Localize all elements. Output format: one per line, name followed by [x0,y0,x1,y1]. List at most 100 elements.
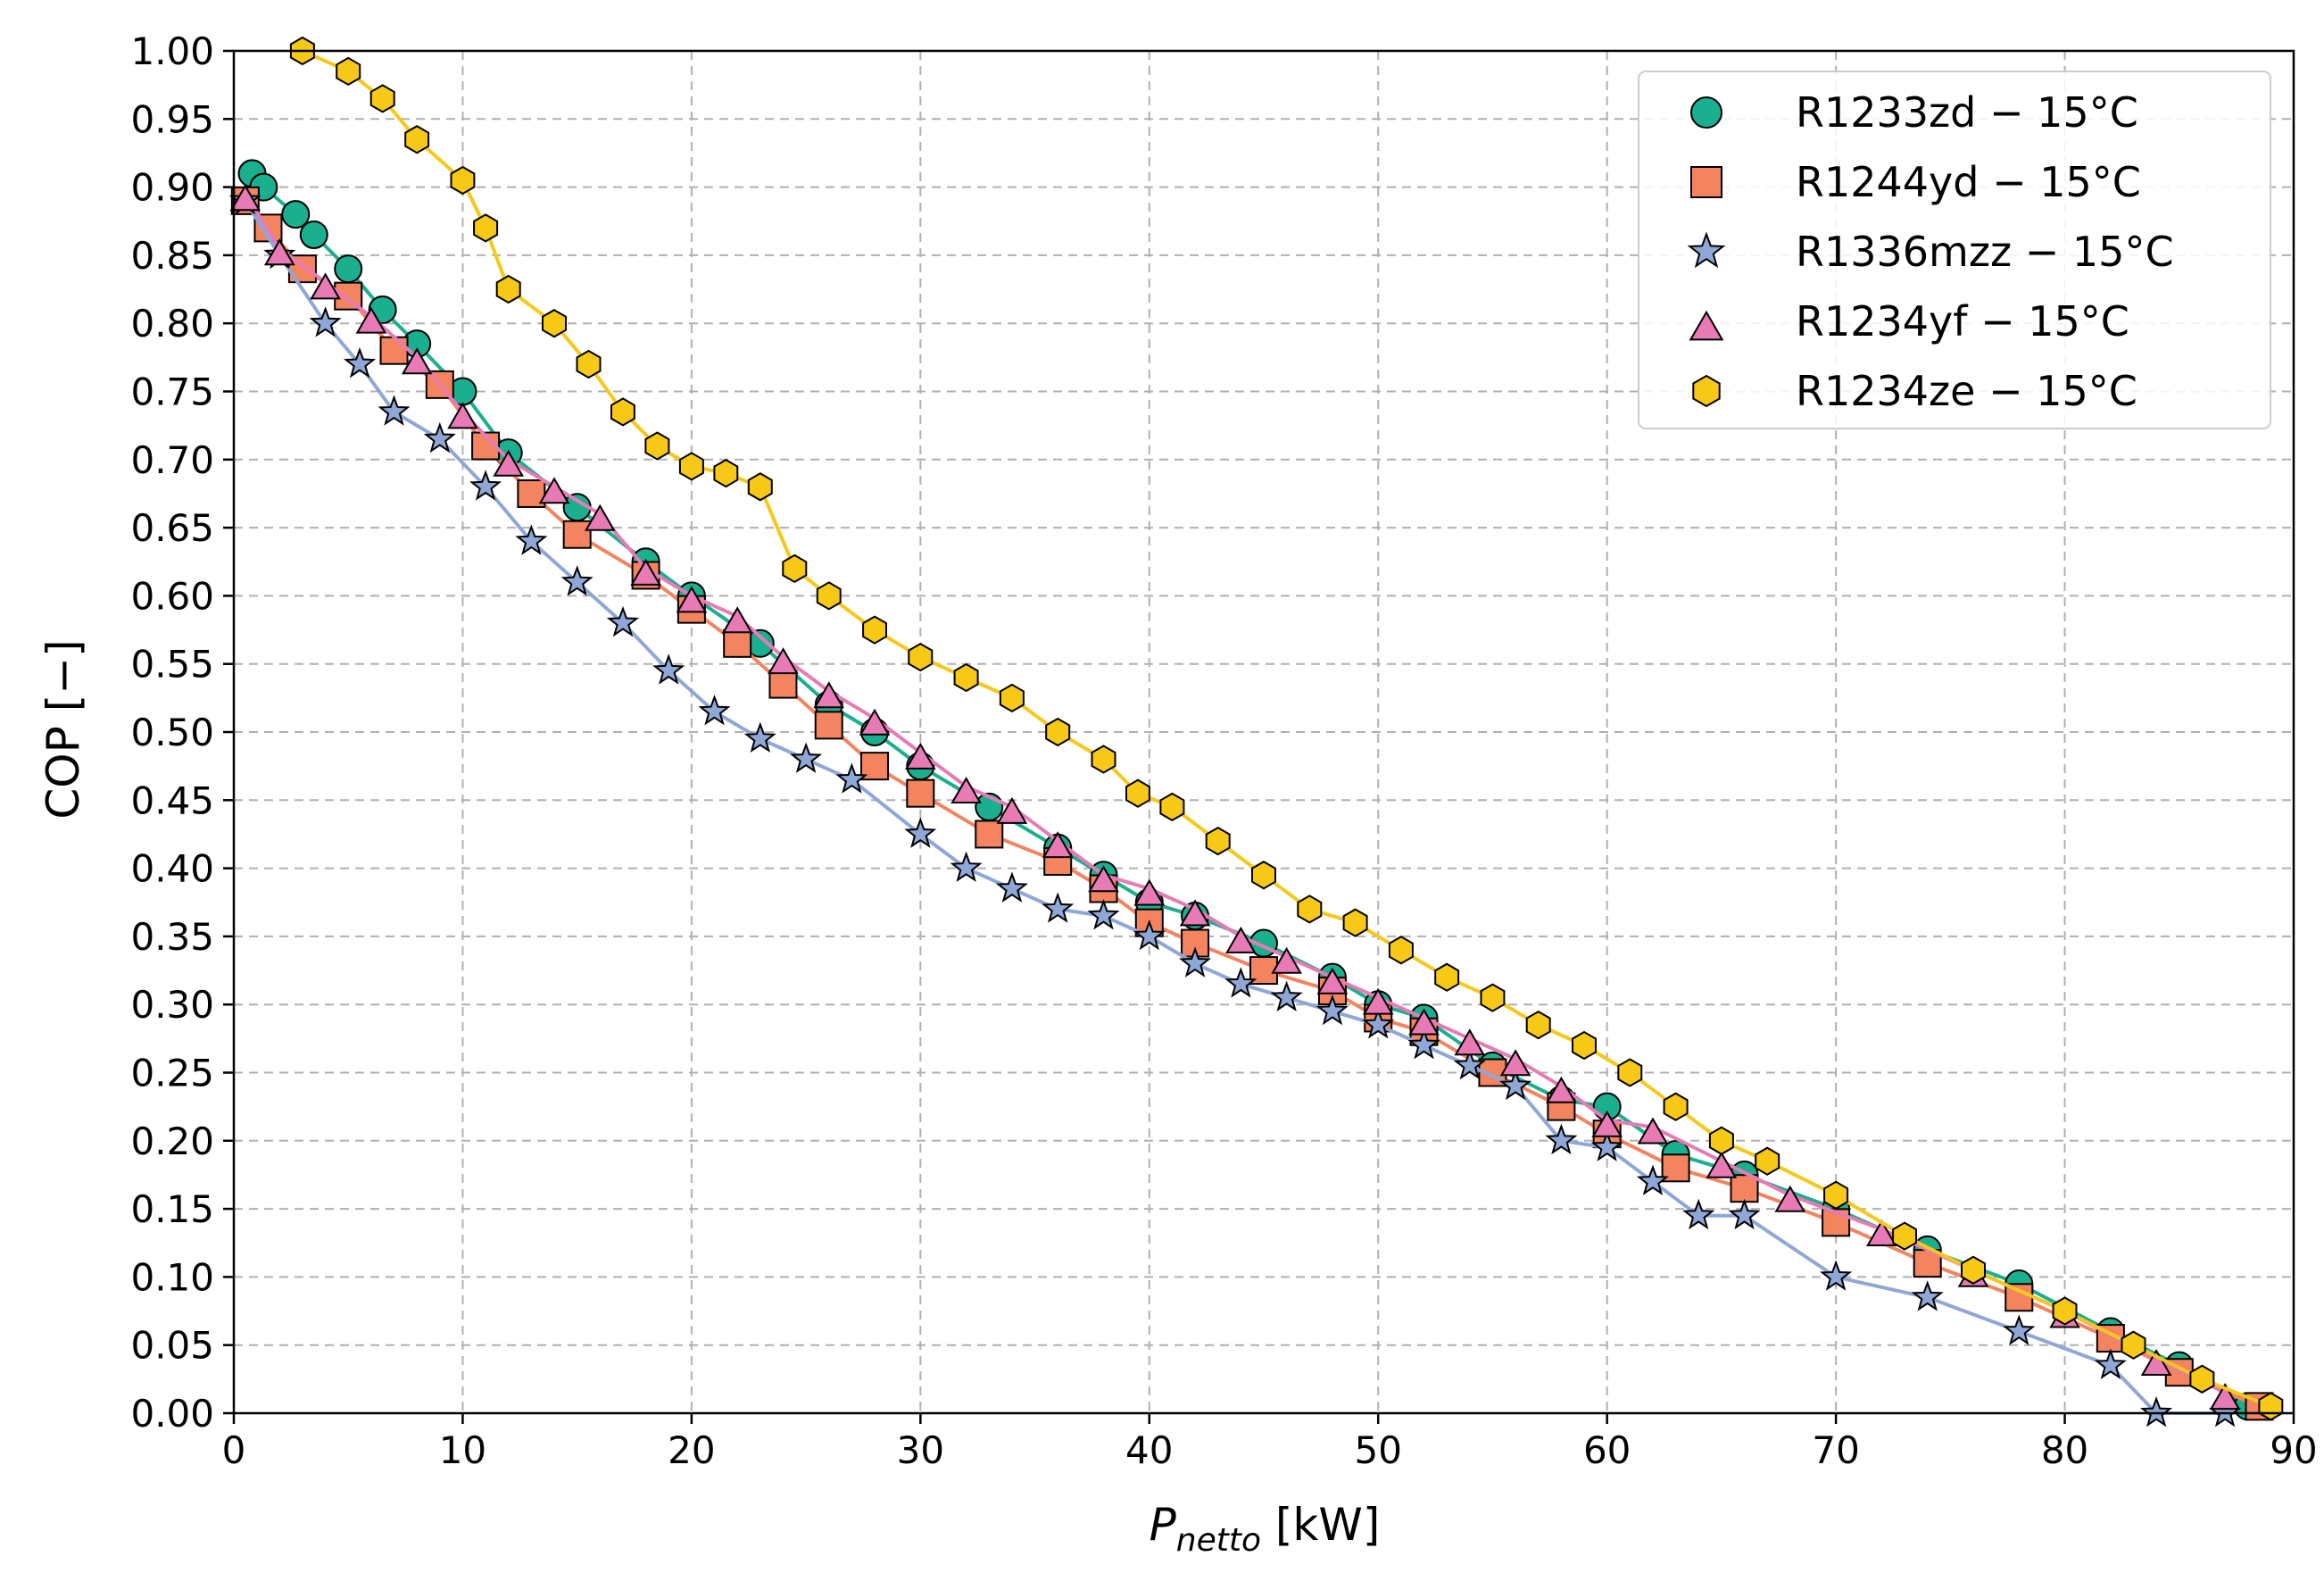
data-point [1045,717,1071,747]
data-point [1636,1164,1670,1195]
data-point [309,306,342,337]
data-point [904,742,936,770]
y-axis-label: COP [−] [37,639,89,819]
x-tick-label: 80 [2041,1428,2088,1472]
data-point [768,670,798,699]
data-point [423,421,456,454]
data-point [1408,1008,1440,1036]
data-point [2189,1364,2215,1394]
data-point [2052,1296,2078,1326]
y-tick-label: 0.65 [130,506,214,550]
data-point [2209,1383,2241,1411]
legend-label: R1233zd − 15°C [1796,88,2138,137]
data-point [1682,1198,1715,1230]
x-tick-label: 70 [1812,1428,1859,1472]
data-point [2140,1396,2173,1427]
data-point [1225,926,1257,953]
x-tick-label: 10 [439,1428,486,1472]
data-point [862,615,887,645]
x-axis-label-main: P [1150,1499,1177,1551]
legend-marker [1690,96,1722,129]
series-1 [237,159,2262,1421]
data-point [908,642,934,672]
data-point [336,56,361,87]
series-line [244,199,2226,1415]
data-point [1728,1198,1761,1230]
data-point [450,165,476,196]
data-point [610,397,635,427]
data-point [835,762,868,794]
data-point [1525,1010,1551,1040]
data-point [1224,967,1257,998]
data-point [906,778,935,808]
series-5 [289,36,2284,1421]
data-point [1708,1126,1734,1155]
data-point [996,796,1028,824]
data-point [447,402,478,429]
data-point [334,281,363,311]
data-point [1499,1049,1531,1077]
data-point [813,681,845,709]
data-point [2094,1348,2127,1379]
data-point [2121,1330,2146,1360]
data-point [1042,892,1075,923]
data-point [1316,994,1349,1026]
data-point [723,628,752,658]
data-point [562,520,592,549]
data-point [630,558,661,586]
data-point [678,452,704,481]
y-tick-label: 0.55 [130,643,214,687]
data-point [560,565,593,596]
data-point [1706,1151,1738,1178]
data-point [1362,1008,1395,1039]
data-point [310,272,341,300]
data-point [995,871,1028,903]
data-point [859,708,891,736]
data-point [1572,1030,1597,1061]
data-point [860,752,890,781]
data-point [1316,967,1349,995]
data-point [950,851,983,882]
data-point [1866,1219,1897,1246]
data-point [790,742,823,773]
legend-box [1638,71,2271,429]
x-tick-label: 30 [897,1428,944,1472]
x-axis-label-unit: [kW] [1261,1499,1380,1551]
y-tick-label: 0.85 [130,234,214,278]
data-point [538,477,570,504]
y-tick-label: 0.40 [130,847,214,891]
y-tick-label: 0.80 [130,302,214,345]
data-point [404,125,430,154]
series-4 [229,184,2241,1411]
legend: R1233zd − 15°C R1244yd − 15°C R1336mzz − 1… [1638,71,2271,429]
x-tick-label: 90 [2270,1428,2317,1472]
data-point [1617,1058,1643,1087]
y-tick-label: 0.95 [130,97,214,141]
data-point [1159,792,1185,822]
data-point [369,84,395,113]
data-point [542,309,567,338]
data-point [1453,1048,1486,1080]
y-tick-label: 0.05 [130,1324,214,1368]
y-tick-label: 0.35 [130,915,214,959]
x-tick-label: 20 [668,1428,715,1472]
series-layer [228,36,2284,1427]
data-point [299,221,328,250]
legend-entry: R1244yd − 15°C [1690,158,2141,206]
data-point [1342,908,1368,937]
data-point [1133,919,1166,951]
data-point [698,695,731,726]
data-point [1205,826,1231,856]
legend-entry: R1234ze − 15°C [1692,367,2137,415]
data-point [1591,1110,1623,1137]
data-point [334,254,363,284]
data-point [1407,1028,1440,1060]
data-point [1820,1260,1853,1291]
y-tick-label: 0.60 [130,574,214,618]
y-tick-label: 0.90 [130,166,214,210]
data-point [676,586,708,613]
data-point [652,653,685,685]
data-point [747,472,773,502]
y-tick-label: 1.00 [130,29,214,73]
data-point [1088,865,1119,893]
